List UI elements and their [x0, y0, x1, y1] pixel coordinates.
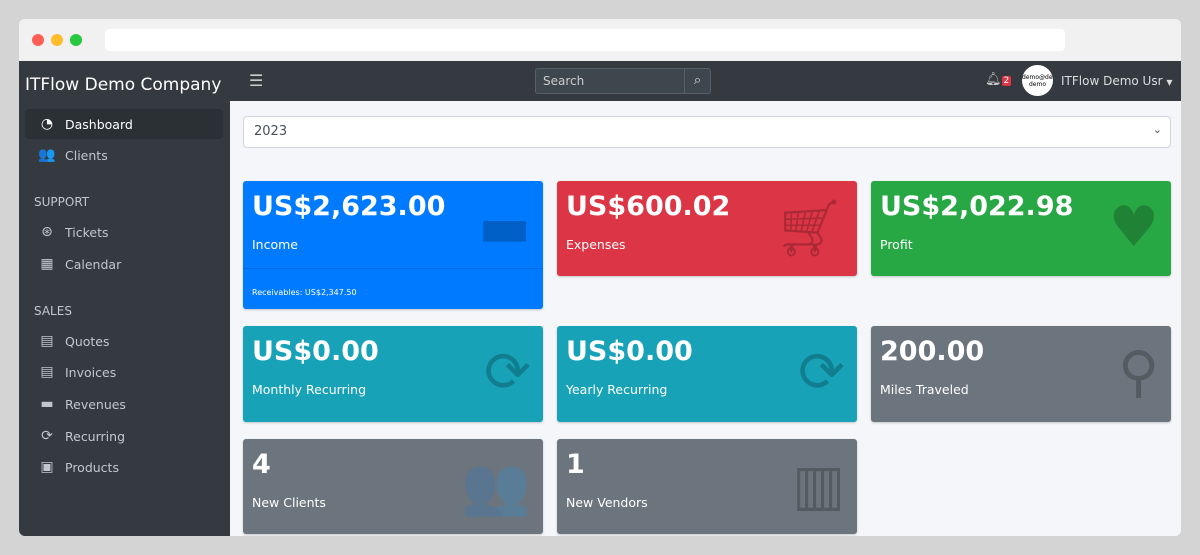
- box-icon: ▣: [40, 459, 54, 475]
- stat-card-profit[interactable]: US$2,022.98 Profit ♥: [871, 181, 1171, 276]
- bell-icon: 🔔︎: [985, 72, 1002, 87]
- browser-chrome: [19, 19, 1181, 61]
- card-footer: Receivables: US$2,347.50: [252, 288, 357, 297]
- sidebar-item-products[interactable]: ▣ Products: [25, 452, 223, 482]
- sidebar-item-dashboard[interactable]: ◔ Dashboard: [25, 109, 223, 139]
- sidebar-item-calendar[interactable]: ▦ Calendar: [25, 249, 223, 279]
- stat-card-new-clients[interactable]: 4 New Clients 👥: [243, 439, 543, 534]
- stat-card-yearly-recurring[interactable]: US$0.00 Yearly Recurring ⟳: [557, 326, 857, 422]
- sidebar: ITFlow Demo Company ◔ Dashboard 👥 Clients …: [19, 61, 230, 536]
- sync-icon: ⟳: [798, 340, 845, 405]
- notification-badge: 2: [1001, 76, 1012, 86]
- chevron-down-icon: ⌄: [1152, 123, 1162, 136]
- card-value: 4: [252, 449, 271, 480]
- close-dot[interactable]: [32, 34, 44, 46]
- stat-card-monthly-recurring[interactable]: US$0.00 Monthly Recurring ⟳: [243, 326, 543, 422]
- search-icon: ⌕: [693, 73, 702, 88]
- card-label: Expenses: [566, 237, 626, 252]
- invoice-icon: ▤: [40, 364, 54, 380]
- browser-window: ITFlow Demo Company ◔ Dashboard 👥 Clients …: [19, 19, 1181, 536]
- heart-icon: ♥: [1108, 195, 1159, 260]
- building-icon: ▥: [792, 453, 845, 518]
- top-navbar: ☰ Search ⌕ 🔔︎2 demo@demo demo ITFlow Dem…: [230, 61, 1181, 101]
- caret-down-icon: ▼: [1166, 78, 1173, 87]
- sync-icon: ⟳: [484, 340, 531, 405]
- stat-card-new-vendors[interactable]: 1 New Vendors ▥: [557, 439, 857, 534]
- card-label: New Vendors: [566, 495, 648, 510]
- card-value: 200.00: [880, 336, 985, 367]
- stat-card-miles-traveled[interactable]: 200.00 Miles Traveled ⚲: [871, 326, 1171, 422]
- sync-icon: ⟳: [41, 428, 53, 444]
- hamburger-menu-icon[interactable]: ☰: [249, 71, 264, 90]
- card-label: New Clients: [252, 495, 326, 510]
- sidebar-item-recurring[interactable]: ⟳ Recurring: [25, 421, 223, 451]
- stat-card-expenses[interactable]: US$600.02 Expenses 🛒︎: [557, 181, 857, 276]
- users-icon: 👥: [38, 147, 56, 163]
- card-value: US$0.00: [566, 336, 693, 367]
- sidebar-item-tickets[interactable]: ⊛ Tickets: [25, 217, 223, 247]
- search-input[interactable]: Search: [535, 68, 685, 94]
- search-button[interactable]: ⌕: [684, 68, 711, 94]
- card-label: Profit: [880, 237, 913, 252]
- card-label: Income: [252, 237, 298, 252]
- credit-card-icon: ▬: [40, 396, 54, 412]
- card-label: Miles Traveled: [880, 382, 969, 397]
- card-label: Yearly Recurring: [566, 382, 668, 397]
- card-value: US$600.02: [566, 191, 731, 222]
- card-value: US$0.00: [252, 336, 379, 367]
- avatar[interactable]: demo@demo demo: [1022, 65, 1053, 96]
- stat-card-income[interactable]: US$2,623.00 Income ▬ Receivables: US$2,347.…: [243, 181, 543, 309]
- calendar-icon: ▦: [40, 256, 54, 272]
- brand[interactable]: ITFlow Demo Company: [25, 75, 222, 95]
- card-value: US$2,623.00: [252, 191, 446, 222]
- shopping-cart-icon: 🛒︎: [773, 196, 845, 261]
- user-menu[interactable]: ITFlow Demo Usr ▼: [1061, 74, 1173, 88]
- card-label: Monthly Recurring: [252, 382, 367, 397]
- sidebar-item-clients[interactable]: 👥 Clients: [38, 147, 108, 163]
- credit-card-icon: ▬: [478, 195, 531, 260]
- tachometer-icon: ◔: [40, 116, 54, 132]
- users-icon: 👥: [461, 454, 531, 519]
- life-ring-icon: ⊛: [41, 224, 53, 240]
- maximize-dot[interactable]: [70, 34, 82, 46]
- sidebar-item-revenues[interactable]: ▬ Revenues: [25, 389, 223, 419]
- url-bar[interactable]: [105, 29, 1065, 51]
- year-select[interactable]: 2023 ⌄: [243, 116, 1171, 148]
- sidebar-item-quotes[interactable]: ▤ Quotes: [25, 326, 223, 356]
- minimize-dot[interactable]: [51, 34, 63, 46]
- support-header: SUPPORT: [34, 195, 90, 209]
- route-icon: ⚲: [1117, 340, 1159, 405]
- notifications-button[interactable]: 🔔︎ 2: [985, 72, 1012, 87]
- dashboard-content: 2023 ⌄ US$2,623.00 Income ▬ Receivables: US$…: [230, 101, 1181, 536]
- card-value: 1: [566, 449, 585, 480]
- sales-header: SALES: [34, 304, 72, 318]
- card-value: US$2,022.98: [880, 191, 1074, 222]
- sidebar-item-invoices[interactable]: ▤ Invoices: [25, 357, 223, 387]
- file-icon: ▤: [40, 333, 54, 349]
